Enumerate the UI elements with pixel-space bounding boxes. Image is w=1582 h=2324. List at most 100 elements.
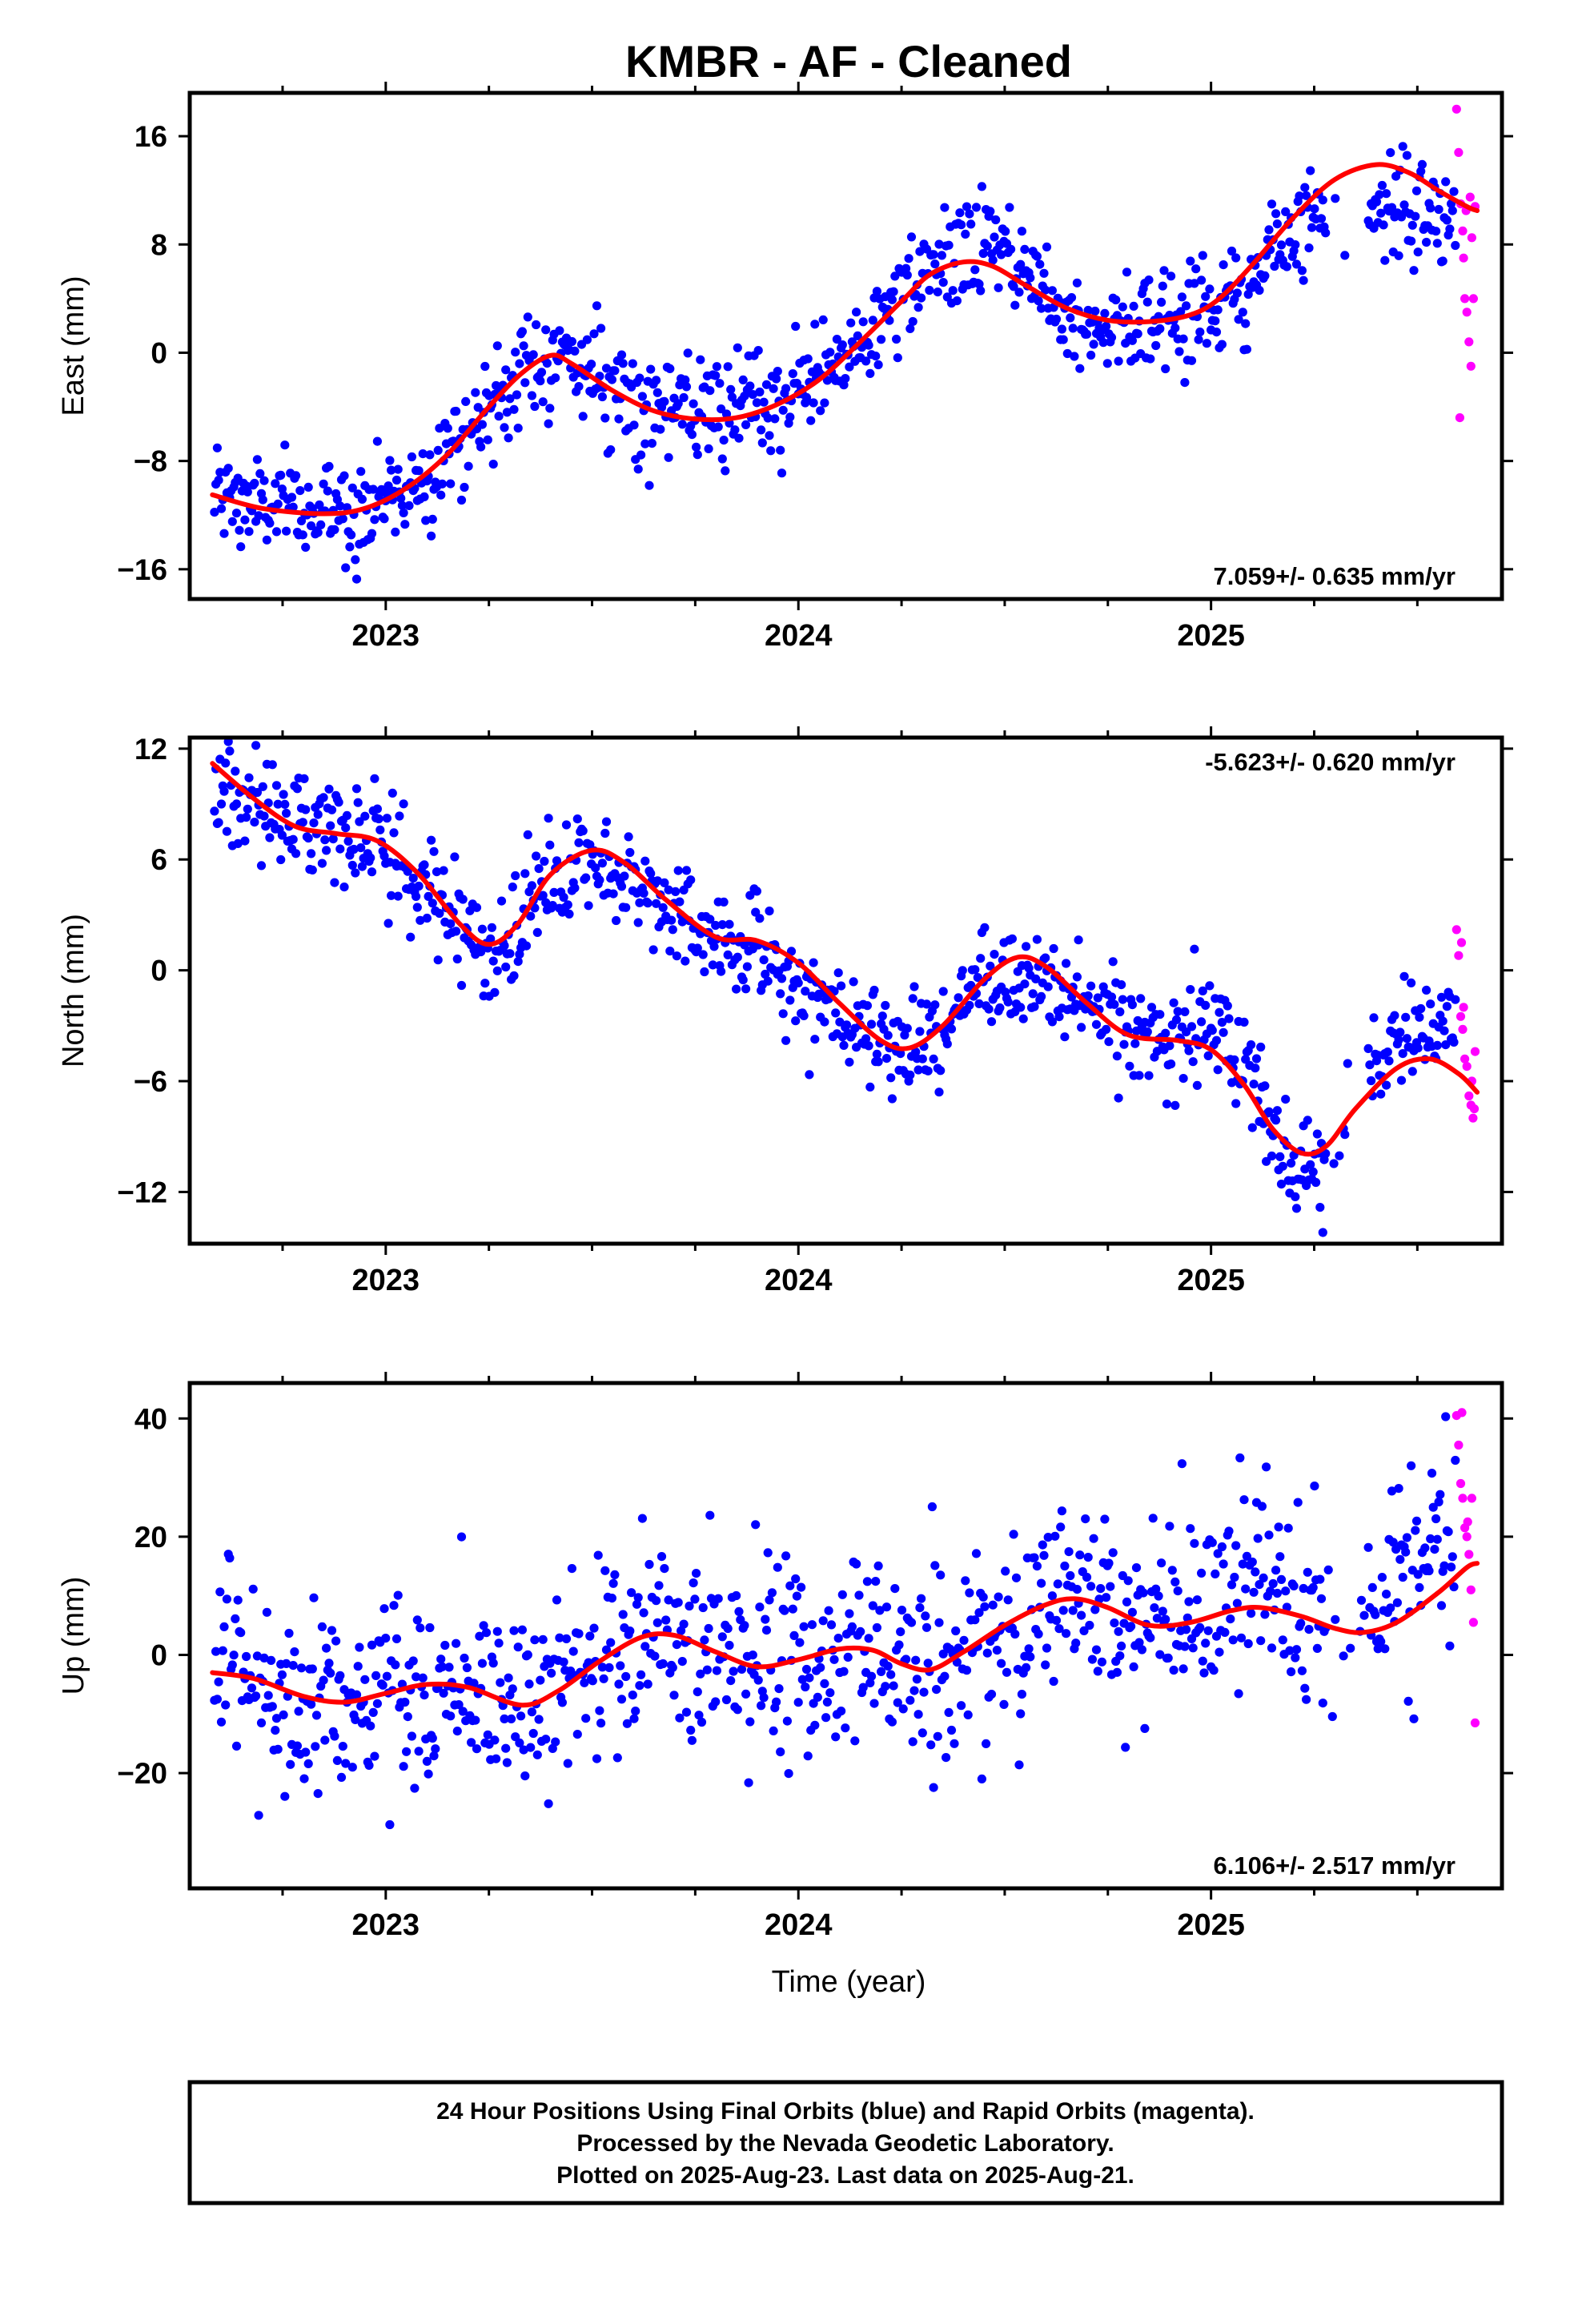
up-final-point: [1085, 1620, 1094, 1630]
up-final-point: [422, 1756, 432, 1766]
up-final-point: [1219, 1559, 1228, 1569]
east-final-point: [853, 331, 862, 340]
up-final-point: [1173, 1586, 1182, 1596]
east-final-point: [618, 359, 628, 368]
east-final-point: [773, 367, 782, 376]
north-final-point: [1291, 1204, 1302, 1213]
east-final-point: [393, 464, 403, 474]
up-final-point: [650, 1651, 660, 1661]
up-final-point: [1014, 1760, 1024, 1770]
north-final-point: [578, 826, 588, 836]
north-final-point: [439, 866, 448, 875]
east-final-point: [280, 440, 290, 450]
north-final-point: [452, 954, 462, 964]
north-final-point: [995, 1003, 1005, 1013]
up-final-point: [761, 1614, 770, 1624]
up-final-point: [259, 1653, 269, 1663]
east-final-point: [480, 361, 490, 372]
east-final-point: [288, 502, 298, 512]
up-rapid-point: [1454, 1440, 1464, 1450]
east-final-point: [961, 229, 970, 239]
up-final-point: [311, 1711, 322, 1720]
up-final-point: [896, 1627, 905, 1637]
north-final-point: [1016, 1003, 1026, 1012]
up-final-point: [1356, 1595, 1367, 1605]
up-final-point: [1411, 1526, 1420, 1535]
up-final-point: [516, 1711, 526, 1721]
north-final-point: [986, 1017, 997, 1027]
east-final-point: [1205, 284, 1215, 294]
up-y-tick-label: 20: [135, 1521, 167, 1554]
north-final-point: [1030, 1002, 1039, 1011]
east-final-point: [1407, 236, 1416, 246]
north-final-point: [399, 799, 408, 809]
north-final-point: [709, 942, 719, 951]
up-final-point: [959, 1635, 969, 1645]
up-final-point: [1137, 1645, 1146, 1655]
up-final-point: [454, 1700, 464, 1710]
up-final-point: [755, 1602, 765, 1612]
east-final-point: [1037, 304, 1046, 313]
east-final-point: [1340, 251, 1350, 260]
north-final-point: [1271, 1116, 1281, 1125]
north-final-point: [1449, 1037, 1459, 1047]
up-final-point: [917, 1594, 926, 1603]
up-y-tick-label: −20: [117, 1757, 167, 1790]
east-final-point: [1422, 237, 1431, 247]
north-final-point: [917, 1054, 927, 1063]
north-final-point: [671, 887, 681, 896]
figure-title: KMBR - AF - Cleaned: [625, 36, 1072, 86]
north-final-point: [1114, 1093, 1123, 1103]
north-final-point: [243, 804, 252, 814]
north-final-point: [584, 901, 593, 911]
up-final-point: [988, 1600, 998, 1610]
north-final-point: [1287, 1158, 1296, 1168]
east-final-point: [1191, 264, 1201, 274]
north-final-point: [374, 814, 383, 824]
north-final-point: [1066, 992, 1077, 1002]
east-final-point: [607, 375, 617, 384]
up-final-point: [1213, 1549, 1223, 1558]
east-final-point: [1039, 268, 1049, 278]
north-final-point: [675, 897, 685, 907]
up-final-point: [1178, 1664, 1188, 1674]
north-final-point: [366, 853, 375, 862]
up-final-point: [393, 1590, 403, 1600]
north-final-point: [601, 817, 612, 826]
east-final-point: [1264, 225, 1274, 235]
north-final-point: [974, 999, 984, 1008]
north-final-point: [341, 823, 351, 833]
up-final-point: [999, 1699, 1009, 1709]
up-final-point: [1367, 1582, 1377, 1592]
east-final-point: [1086, 350, 1096, 360]
east-final-point: [934, 239, 944, 249]
north-final-point: [372, 804, 382, 814]
up-final-point: [938, 1649, 948, 1659]
north-final-point: [1169, 998, 1178, 1007]
up-final-point: [504, 1673, 513, 1683]
up-final-point: [378, 1680, 387, 1690]
north-final-point: [1249, 1080, 1259, 1089]
up-final-point: [942, 1753, 951, 1763]
east-final-point: [574, 382, 584, 392]
east-final-point: [1306, 166, 1315, 175]
up-final-point: [290, 1647, 299, 1657]
up-final-point: [317, 1622, 327, 1631]
east-final-point: [889, 287, 898, 296]
east-final-point: [872, 287, 881, 296]
up-final-point: [1072, 1585, 1082, 1594]
up-final-point: [927, 1502, 937, 1512]
up-final-point: [389, 1601, 399, 1610]
up-final-point: [822, 1697, 832, 1707]
east-final-point: [656, 424, 665, 434]
up-final-point: [843, 1652, 853, 1662]
up-final-point: [875, 1606, 885, 1615]
up-rapid-point: [1464, 1550, 1474, 1559]
up-final-point: [1042, 1643, 1052, 1653]
east-rapid-point: [1465, 192, 1475, 202]
up-final-point: [906, 1618, 917, 1627]
north-final-point: [412, 903, 422, 912]
up-final-point: [652, 1596, 661, 1606]
north-final-point: [225, 746, 235, 756]
north-final-point: [313, 810, 323, 819]
